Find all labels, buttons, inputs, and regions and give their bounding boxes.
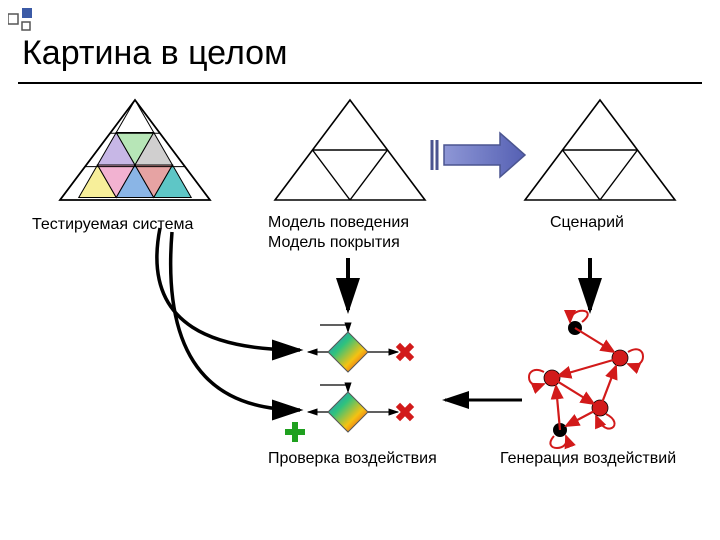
diamond-check-2 [308, 385, 398, 432]
plus-icon [285, 422, 305, 442]
diagram-canvas [0, 0, 720, 540]
triangle-colored [60, 100, 210, 200]
triangle-model [275, 100, 425, 200]
big-arrow [432, 133, 525, 177]
diamond-check-1 [308, 325, 398, 372]
triangle-scenario [525, 100, 675, 200]
curve-arrow-2 [171, 232, 300, 410]
generation-graph [529, 311, 643, 448]
